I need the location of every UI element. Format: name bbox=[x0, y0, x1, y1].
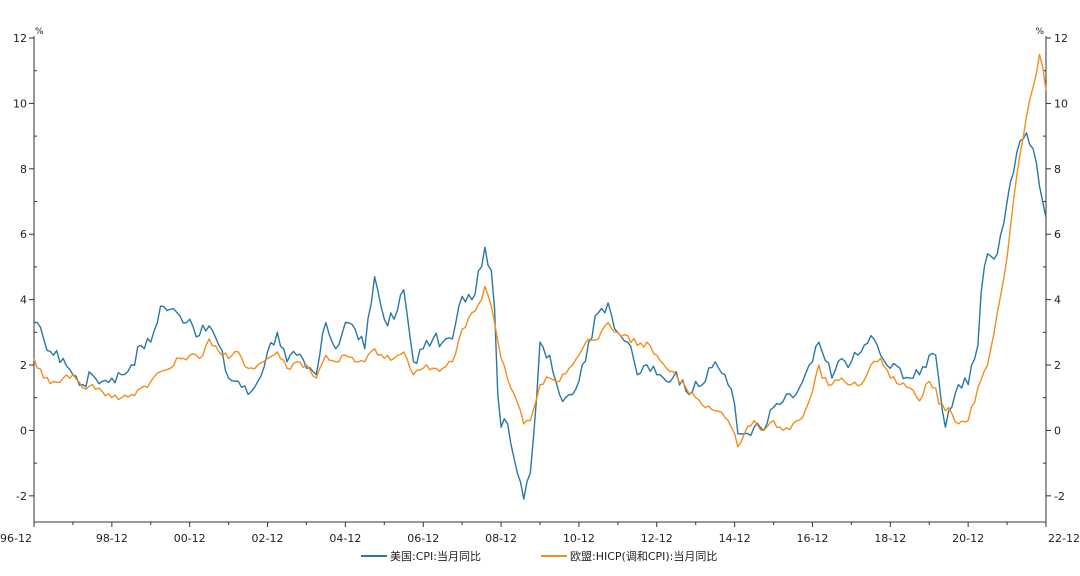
y-tick-label-left: 12 bbox=[13, 32, 27, 45]
x-tick-label: 10-12 bbox=[563, 532, 595, 545]
series-line-us-cpi bbox=[33, 132, 1047, 500]
series-layer bbox=[33, 53, 1047, 500]
y-tick-label-left: 2 bbox=[20, 359, 27, 372]
x-tick-label: 20-12 bbox=[952, 532, 984, 545]
y-tick-label-left: 10 bbox=[13, 97, 27, 110]
y-tick-label-left: 8 bbox=[20, 163, 27, 176]
y-tick-label-right: 6 bbox=[1054, 228, 1061, 241]
y-tick-label-left: 0 bbox=[20, 424, 27, 437]
x-tick-label: 12-12 bbox=[641, 532, 673, 545]
x-tick-label: 98-12 bbox=[96, 532, 128, 545]
y-tick-label-right: 12 bbox=[1054, 32, 1068, 45]
y-tick-label-right: 2 bbox=[1054, 359, 1061, 372]
x-tick-label: 08-12 bbox=[485, 532, 517, 545]
y-unit-left: % bbox=[35, 27, 44, 37]
y-tick-label-right: 4 bbox=[1054, 294, 1061, 307]
series-line-eu-hicp bbox=[33, 53, 1047, 448]
legend: 美国:CPI:当月同比 欧盟:HICP(调和CPI):当月同比 bbox=[361, 549, 717, 563]
x-tick-label: 14-12 bbox=[719, 532, 751, 545]
x-tick-label: 04-12 bbox=[329, 532, 361, 545]
x-tick-label: 02-12 bbox=[252, 532, 284, 545]
x-tick-label: 22-12 bbox=[1048, 532, 1080, 545]
legend-label-eu-hicp: 欧盟:HICP(调和CPI):当月同比 bbox=[570, 549, 717, 563]
x-tick-label: 16-12 bbox=[796, 532, 828, 545]
y-tick-label-left: -2 bbox=[16, 490, 27, 503]
x-tick-label: 18-12 bbox=[874, 532, 906, 545]
x-tick-label: 00-12 bbox=[174, 532, 206, 545]
y-tick-label-right: 10 bbox=[1054, 97, 1068, 110]
y-tick-label-right: -2 bbox=[1054, 490, 1065, 503]
y-unit-right: % bbox=[1035, 27, 1044, 37]
legend-label-us-cpi: 美国:CPI:当月同比 bbox=[390, 549, 481, 563]
y-tick-label-left: 6 bbox=[20, 228, 27, 241]
x-tick-label: 06-12 bbox=[407, 532, 439, 545]
axes-layer: % % -2 -2 0 0 2 2 4 4 6 6 8 8 10 10 12 12 96-12 98-12 00-12 0… bbox=[0, 27, 1080, 545]
x-tick-label: 96-12 bbox=[0, 532, 32, 545]
y-tick-label-left: 4 bbox=[20, 294, 27, 307]
y-tick-label-right: 0 bbox=[1054, 424, 1061, 437]
y-tick-label-right: 8 bbox=[1054, 163, 1061, 176]
